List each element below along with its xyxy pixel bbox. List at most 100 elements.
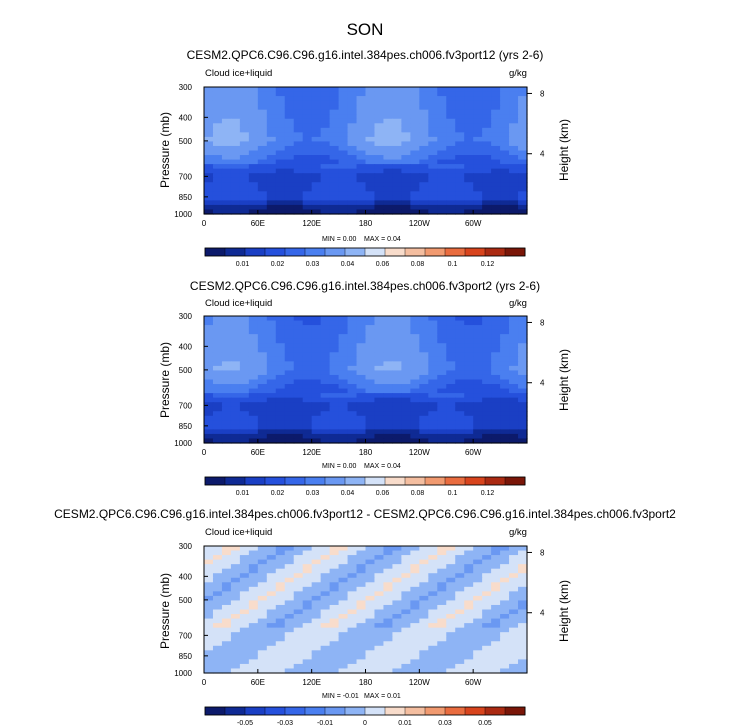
- heatmap-cell: [473, 347, 483, 353]
- heatmap-cell: [509, 568, 519, 574]
- heatmap-cell: [410, 609, 420, 615]
- heatmap-cell: [320, 632, 331, 638]
- heatmap-cell: [302, 136, 313, 143]
- heatmap-cell: [500, 127, 510, 133]
- heatmap-cell: [212, 406, 223, 412]
- heatmap-cell: [419, 384, 429, 390]
- heatmap-cell: [455, 402, 465, 408]
- heatmap-cell: [329, 568, 340, 574]
- heatmap-cell: [320, 650, 331, 656]
- heatmap-cell: [338, 356, 349, 362]
- heatmap-cell: [446, 609, 456, 615]
- heatmap-cell: [204, 550, 214, 556]
- heatmap-cell: [320, 159, 331, 165]
- heatmap-cell: [491, 352, 501, 358]
- panel-3-max: MAX = 0.01: [364, 693, 401, 700]
- heatmap-cell: [230, 168, 241, 174]
- heatmap-cell: [446, 105, 456, 111]
- heatmap-cell: [365, 420, 376, 426]
- heatmap-cell: [446, 168, 456, 174]
- heatmap-cell: [482, 114, 492, 120]
- heatmap-cell: [419, 564, 429, 570]
- heatmap-cell: [248, 568, 259, 574]
- heatmap-cell: [266, 618, 277, 624]
- heatmap-cell: [204, 411, 214, 417]
- heatmap-cell: [509, 424, 519, 430]
- heatmap-cell: [320, 325, 331, 331]
- heatmap-cell: [239, 614, 250, 620]
- heatmap-cell: [419, 200, 429, 206]
- heatmap-cell: [212, 600, 223, 606]
- heatmap-cell: [248, 361, 259, 367]
- heatmap-cell: [311, 168, 322, 174]
- heatmap-cell: [482, 338, 492, 344]
- heatmap-cell: [437, 352, 447, 358]
- heatmap-cell: [257, 614, 268, 620]
- heatmap-cell: [320, 96, 331, 102]
- heatmap-cell: [221, 141, 232, 147]
- heatmap-cell: [266, 374, 277, 381]
- colorbar-label: 0.12: [481, 490, 495, 497]
- heatmap-cell: [212, 155, 223, 161]
- heatmap-cell: [347, 209, 358, 215]
- heatmap-cell: [356, 659, 367, 665]
- heatmap-cell: [500, 402, 510, 408]
- heatmap-cell: [419, 136, 429, 143]
- heatmap-cell: [392, 96, 402, 102]
- heatmap-cell: [509, 600, 519, 606]
- heatmap-cell: [356, 365, 367, 372]
- heatmap-cell: [212, 555, 223, 561]
- heatmap-cell: [248, 352, 259, 358]
- heatmap-cell: [509, 591, 519, 597]
- heatmap-cell: [212, 200, 223, 206]
- heatmap-cell: [455, 582, 465, 588]
- heatmap-cell: [257, 356, 268, 362]
- heatmap-cell: [284, 586, 295, 592]
- heatmap-cell: [392, 420, 402, 426]
- heatmap-cell: [347, 132, 358, 138]
- heatmap-cell: [221, 191, 232, 197]
- heatmap-cell: [239, 96, 250, 102]
- heatmap-cell: [446, 424, 456, 430]
- heatmap-cell: [383, 632, 394, 638]
- heatmap-cell: [347, 145, 358, 152]
- heatmap-cell: [347, 374, 358, 381]
- heatmap-cell: [500, 338, 510, 344]
- heatmap-cell: [455, 411, 465, 417]
- heatmap-cell: [518, 600, 528, 606]
- heatmap-cell: [428, 550, 438, 556]
- heatmap-cell: [266, 379, 277, 385]
- heatmap-cell: [239, 168, 250, 174]
- heatmap-cell: [500, 370, 510, 376]
- heatmap-cell: [311, 393, 322, 399]
- heatmap-cell: [383, 627, 394, 633]
- heatmap-cell: [239, 582, 250, 588]
- heatmap-cell: [257, 374, 268, 381]
- heatmap-cell: [437, 118, 447, 124]
- heatmap-cell: [437, 204, 447, 211]
- heatmap-cell: [365, 159, 376, 165]
- heatmap-cell: [419, 352, 429, 358]
- x-tick-label: 60W: [465, 678, 482, 687]
- heatmap-cell: [266, 343, 277, 349]
- heatmap-cell: [221, 182, 232, 188]
- heatmap-cell: [338, 586, 349, 592]
- heatmap-cell: [446, 641, 456, 647]
- heatmap-cell: [365, 429, 376, 435]
- heatmap-cell: [365, 136, 376, 143]
- heatmap-cell: [446, 91, 456, 97]
- heatmap-cell: [410, 209, 420, 215]
- heatmap-cell: [419, 329, 429, 335]
- heatmap-cell: [293, 559, 304, 565]
- heatmap-cell: [257, 204, 268, 211]
- heatmap-cell: [230, 663, 241, 670]
- heatmap-cell: [347, 600, 358, 606]
- heatmap-cell: [230, 600, 241, 606]
- heatmap-cell: [221, 627, 232, 633]
- heatmap-cell: [311, 636, 322, 642]
- heatmap-cell: [491, 334, 501, 340]
- heatmap-cell: [266, 155, 277, 161]
- heatmap-cell: [338, 555, 349, 561]
- heatmap-cell: [275, 600, 286, 606]
- heatmap-cell: [392, 204, 402, 211]
